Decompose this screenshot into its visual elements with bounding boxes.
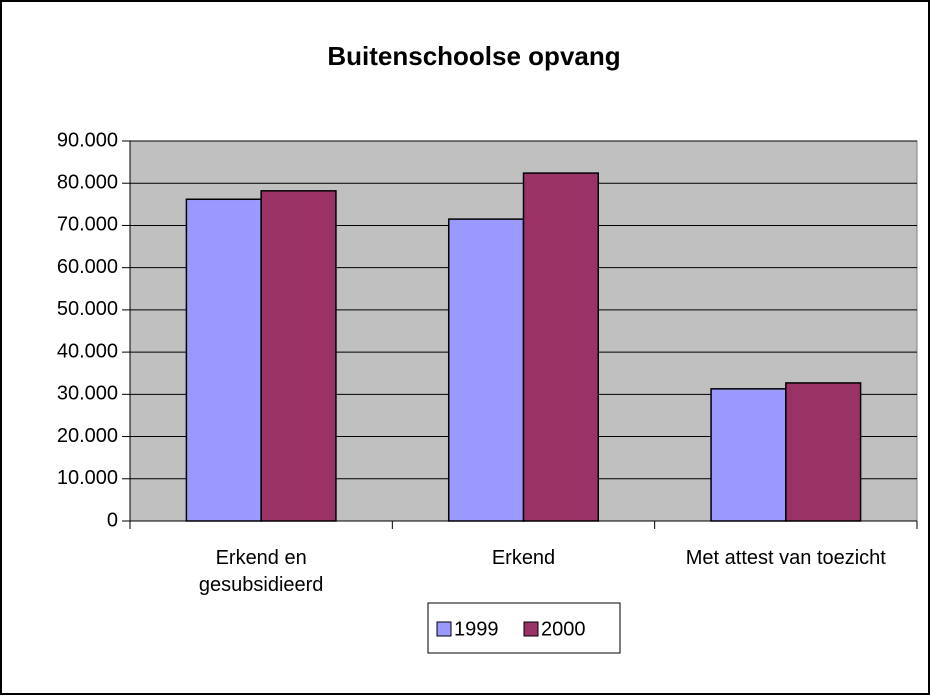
y-tick-label: 50.000 [57, 298, 118, 320]
y-tick-label: 80.000 [57, 172, 118, 194]
legend-swatch [436, 621, 452, 637]
y-tick-label: 0 [107, 509, 118, 531]
bar [260, 190, 337, 522]
y-tick-label: 90.000 [57, 129, 118, 151]
y-tick-label: 60.000 [57, 256, 118, 278]
legend-label: 1999 [454, 618, 499, 640]
y-tick-label: 40.000 [57, 340, 118, 362]
bar [522, 172, 600, 522]
bar [710, 388, 787, 522]
legend-label: 2000 [541, 618, 586, 640]
y-tick-label: 30.000 [57, 383, 118, 405]
bar [185, 198, 262, 522]
legend-swatch [523, 621, 539, 637]
x-tick-label: Met attest van toezicht [685, 547, 886, 569]
bar [447, 218, 525, 522]
y-tick-label: 70.000 [57, 214, 118, 236]
y-tick-label: 20.000 [57, 425, 118, 447]
chart-title: Buitenschoolse opvang [327, 41, 620, 71]
y-tick-label: 10.000 [57, 467, 118, 489]
bar [785, 382, 862, 522]
x-tick-label: Erkend en gesubsidieerd [198, 547, 324, 596]
x-tick-label: Erkend [491, 547, 556, 569]
